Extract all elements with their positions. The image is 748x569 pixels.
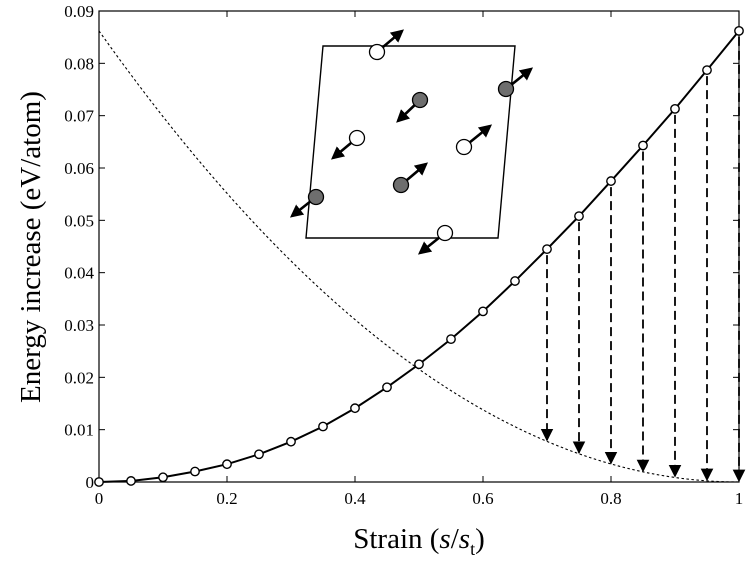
energy-point (254, 449, 264, 460)
energy-point (638, 140, 648, 151)
x-tick-label: 0.2 (216, 489, 237, 508)
energy-point (478, 306, 488, 317)
energy-point (382, 382, 392, 393)
y-tick-label: 0 (86, 473, 95, 492)
y-axis-tick-labels: 0 0.01 0.02 0.03 0.04 0.05 0.06 0.07 0.08 0.09 (64, 2, 94, 492)
y-axis-title: Energy increase (eV/atom) (15, 91, 47, 403)
inset-atom-filled (411, 91, 429, 109)
energy-point (190, 466, 200, 477)
inset-atom-filled (392, 176, 410, 194)
energy-point (574, 211, 584, 222)
x-axis-title: Strain (s/st) (353, 523, 485, 559)
energy-point (126, 476, 136, 486)
y-tick-label: 0.03 (64, 316, 94, 335)
energy-point (670, 103, 680, 114)
x-axis-ticks (98, 11, 740, 482)
energy-point (158, 472, 168, 483)
inset-atom-filled (497, 80, 515, 98)
inset-atom-open (348, 129, 366, 147)
y-tick-label: 0.08 (64, 54, 94, 73)
energy-point (222, 459, 232, 470)
y-tick-label: 0.01 (64, 421, 94, 440)
y-tick-label: 0.02 (64, 368, 94, 387)
y-tick-label: 0.09 (64, 2, 94, 21)
energy-point (702, 65, 712, 76)
inset-atom-open (368, 43, 386, 61)
energy-point (734, 25, 744, 36)
y-tick-label: 0.05 (64, 211, 94, 230)
plot-frame (98, 10, 740, 483)
inset-diagram (289, 29, 534, 255)
y-tick-label: 0.04 (64, 264, 94, 283)
inset-atom-open (455, 138, 473, 156)
x-tick-label: 1 (735, 489, 744, 508)
inset-atom-filled (307, 188, 325, 206)
inset-cell (305, 45, 516, 239)
x-tick-label: 0.8 (600, 489, 621, 508)
x-tick-label: 0.4 (344, 489, 366, 508)
energy-point (414, 359, 424, 370)
inset-atom-open (436, 224, 454, 242)
energy-data-points (94, 25, 744, 487)
x-tick-label: 0.6 (472, 489, 493, 508)
energy-point (542, 244, 552, 255)
energy-point (510, 276, 520, 286)
x-axis-tick-labels: 0 0.2 0.4 0.6 0.8 1 (95, 489, 744, 508)
y-tick-label: 0.06 (64, 159, 94, 178)
energy-point (606, 176, 616, 186)
energy-point (286, 436, 296, 447)
energy-point (94, 477, 104, 487)
relaxation-arrows (540, 36, 746, 483)
energy-point (446, 334, 456, 345)
y-tick-label: 0.07 (64, 107, 94, 126)
energy-point (350, 403, 360, 414)
relaxation-dotted-curve (98, 30, 740, 483)
energy-point (318, 421, 328, 432)
x-tick-label: 0 (95, 489, 104, 508)
